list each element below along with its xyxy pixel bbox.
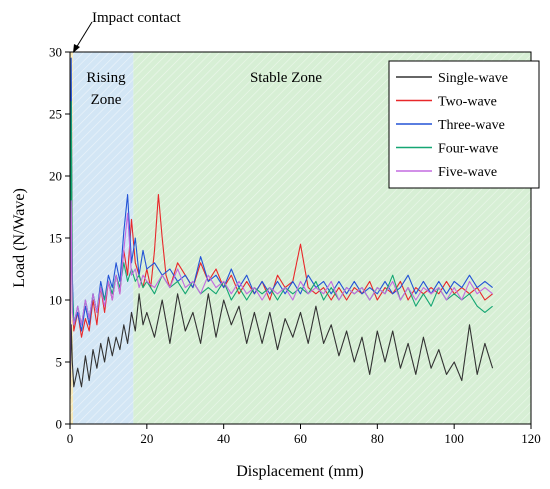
y-tick-label: 20 bbox=[49, 169, 62, 184]
legend: Single-wave Two-wave Three-wave Four-wave Fi… bbox=[388, 60, 540, 189]
x-tick-label: 120 bbox=[521, 431, 541, 446]
annotation-impact-contact: Impact contact bbox=[92, 10, 182, 26]
axis-ticks: 0 20 40 60 80 100 120 0 5 10 15 20 25 30 bbox=[49, 45, 541, 447]
y-axis-title: Load (N/Wave) bbox=[11, 188, 28, 288]
legend-label-three-wave: Three-wave bbox=[438, 118, 505, 133]
y-tick-label: 30 bbox=[49, 45, 62, 60]
y-tick-label: 25 bbox=[49, 107, 62, 122]
series-line-single-wave bbox=[70, 293, 494, 400]
impact-arrow-head-icon bbox=[73, 44, 80, 53]
legend-label-single-wave: Single-wave bbox=[438, 71, 508, 86]
x-tick-label: 40 bbox=[217, 431, 230, 446]
series-lines bbox=[70, 57, 494, 400]
x-tick-label: 0 bbox=[67, 431, 74, 446]
y-tick-label: 10 bbox=[49, 293, 62, 308]
legend-label-five-wave: Five-wave bbox=[438, 165, 497, 180]
series-line-five-wave bbox=[70, 200, 493, 387]
x-tick-label: 100 bbox=[444, 431, 464, 446]
impact-arrow-shaft bbox=[75, 21, 93, 49]
y-tick-label: 15 bbox=[49, 231, 62, 246]
legend-label-two-wave: Two-wave bbox=[438, 95, 497, 110]
y-tick-label: 0 bbox=[56, 417, 63, 432]
annotation-rising-zone-line2: Zone bbox=[91, 92, 122, 108]
annotation-rising-zone-line1: Rising bbox=[86, 70, 126, 86]
x-tick-label: 60 bbox=[294, 431, 307, 446]
y-tick-label: 5 bbox=[56, 355, 63, 370]
legend-label-four-wave: Four-wave bbox=[438, 142, 498, 157]
x-tick-label: 80 bbox=[371, 431, 384, 446]
x-tick-label: 20 bbox=[140, 431, 153, 446]
x-axis-title: Displacement (mm) bbox=[236, 463, 364, 480]
annotation-stable-zone: Stable Zone bbox=[250, 70, 322, 86]
